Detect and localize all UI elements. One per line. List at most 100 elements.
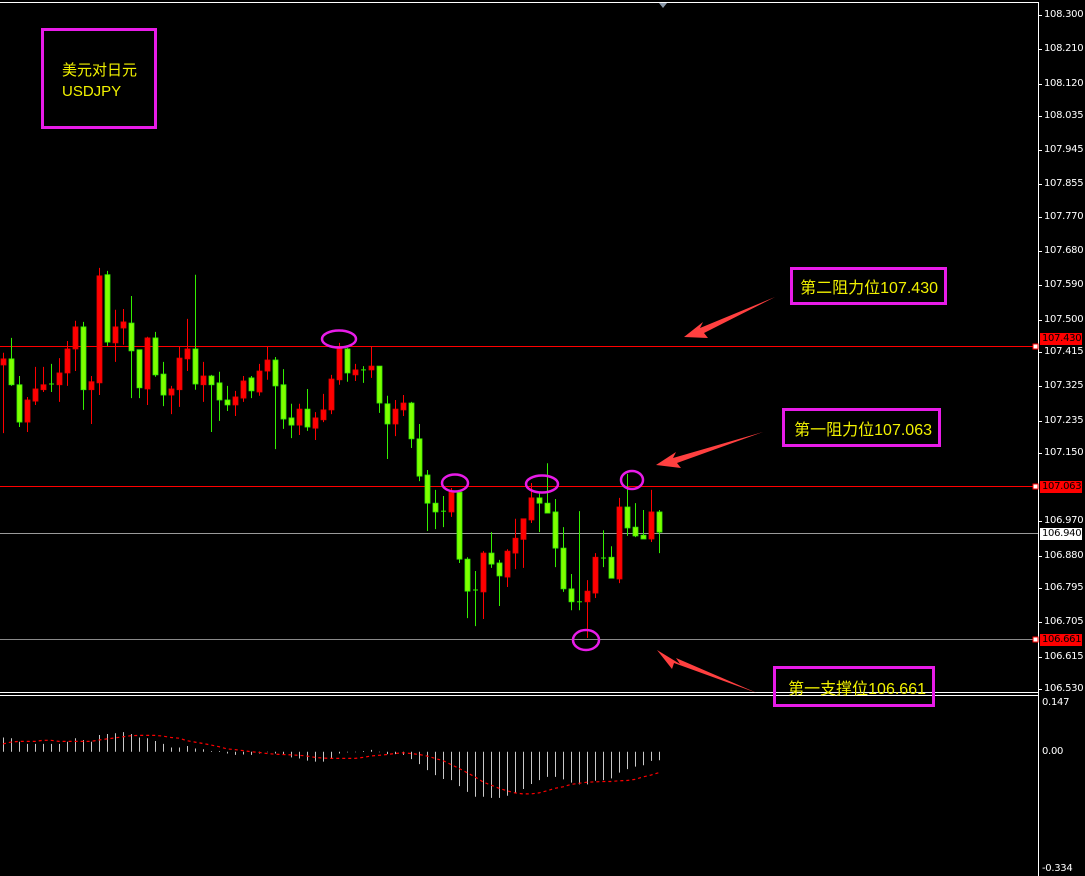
candle-body — [144, 337, 151, 390]
tick-mark — [1039, 251, 1042, 252]
candle — [160, 361, 167, 407]
candle-body — [120, 321, 127, 329]
candle-body — [648, 511, 655, 540]
price-tick-label: 108.035 — [1044, 109, 1084, 121]
candle — [96, 267, 103, 396]
candle — [584, 580, 591, 638]
candle — [248, 375, 255, 399]
candle-body — [216, 382, 223, 401]
highlight-circle-resistance2-touch — [320, 329, 358, 349]
candle-body — [112, 326, 119, 344]
candle — [456, 489, 463, 563]
tick-mark — [1039, 84, 1042, 85]
tick-mark — [1039, 421, 1042, 422]
price-tick-label: 106.795 — [1044, 582, 1084, 594]
candle-body — [336, 347, 343, 381]
candle-body — [80, 326, 87, 391]
candle — [424, 470, 431, 531]
candle — [368, 347, 375, 378]
candle-body — [416, 438, 423, 477]
candle-body — [432, 502, 439, 513]
candle — [496, 559, 503, 607]
tick-mark — [1039, 352, 1042, 353]
candle — [256, 363, 263, 396]
candle-body — [536, 497, 543, 504]
candle-body — [64, 348, 71, 374]
candle-body — [512, 537, 519, 554]
candle-body — [344, 348, 351, 374]
price-tick-label: 106.970 — [1044, 515, 1084, 527]
candle — [49, 363, 54, 392]
candle — [480, 551, 487, 619]
arrow-icon-resistance2 — [684, 297, 775, 338]
tick-mark — [1039, 657, 1042, 658]
candle-body — [192, 348, 199, 385]
candle — [304, 388, 311, 431]
candle — [376, 365, 383, 413]
candle — [312, 412, 319, 440]
price-tick-label: 107.235 — [1044, 414, 1084, 426]
candle — [536, 492, 543, 533]
candle-body — [200, 375, 207, 386]
symbol-title-box: 美元对日元 USDJPY — [41, 28, 157, 129]
candle-body — [592, 556, 599, 594]
tick-mark — [1039, 15, 1042, 16]
candle — [176, 347, 183, 407]
candle-body — [568, 588, 575, 603]
level-handle[interactable] — [1032, 636, 1039, 643]
candle-body — [16, 384, 23, 423]
candle — [512, 518, 519, 570]
candle — [232, 390, 239, 416]
price-tick-label: 107.855 — [1044, 178, 1084, 190]
price-tick-label: 106.705 — [1044, 616, 1084, 628]
candle — [568, 574, 575, 611]
candle-body — [248, 377, 255, 392]
candle-body — [24, 399, 31, 423]
macd-tick-label: -0.334 — [1042, 863, 1073, 874]
candle — [184, 318, 191, 372]
candle — [200, 361, 207, 402]
chart-shift-marker-icon[interactable] — [659, 3, 667, 8]
price-tick-label: 107.945 — [1044, 144, 1084, 156]
candle — [136, 349, 143, 399]
candle-body — [96, 275, 103, 384]
candle-body — [56, 372, 63, 386]
candle — [473, 570, 478, 627]
candle — [592, 553, 599, 599]
candle-body — [456, 491, 463, 560]
annotation-resistance-2: 第二阻力位107.430 — [790, 267, 947, 305]
highlight-circle-resistance1-touch-3 — [619, 469, 645, 491]
candle — [224, 385, 231, 412]
candle — [336, 342, 343, 385]
highlight-circle-resistance1-touch-2 — [524, 474, 560, 494]
tick-mark — [1039, 116, 1042, 117]
tick-mark — [1039, 184, 1042, 185]
candle — [361, 366, 366, 383]
candle — [441, 495, 446, 528]
price-tick-label: 107.770 — [1044, 210, 1084, 222]
candle — [104, 270, 111, 346]
symbol-name-en: USDJPY — [62, 83, 122, 100]
candle — [656, 510, 663, 554]
tick-mark — [1039, 386, 1042, 387]
candle — [120, 308, 127, 345]
candle — [80, 321, 87, 410]
tick-mark — [1039, 622, 1042, 623]
candle-body — [328, 378, 335, 411]
price-tick-label: 108.120 — [1044, 77, 1084, 89]
candle — [544, 463, 551, 514]
level-handle[interactable] — [1032, 343, 1039, 350]
candle — [32, 366, 39, 405]
candle — [152, 331, 159, 377]
candle — [8, 337, 15, 386]
candle-body — [296, 408, 303, 426]
candle — [208, 374, 215, 432]
price-tick-label: 106.530 — [1044, 683, 1084, 695]
candle — [16, 375, 23, 428]
price-tick-label: 107.500 — [1044, 313, 1084, 325]
candle — [128, 296, 135, 399]
level-handle[interactable] — [1032, 483, 1039, 490]
candle — [24, 396, 31, 432]
candle-body — [232, 396, 239, 406]
